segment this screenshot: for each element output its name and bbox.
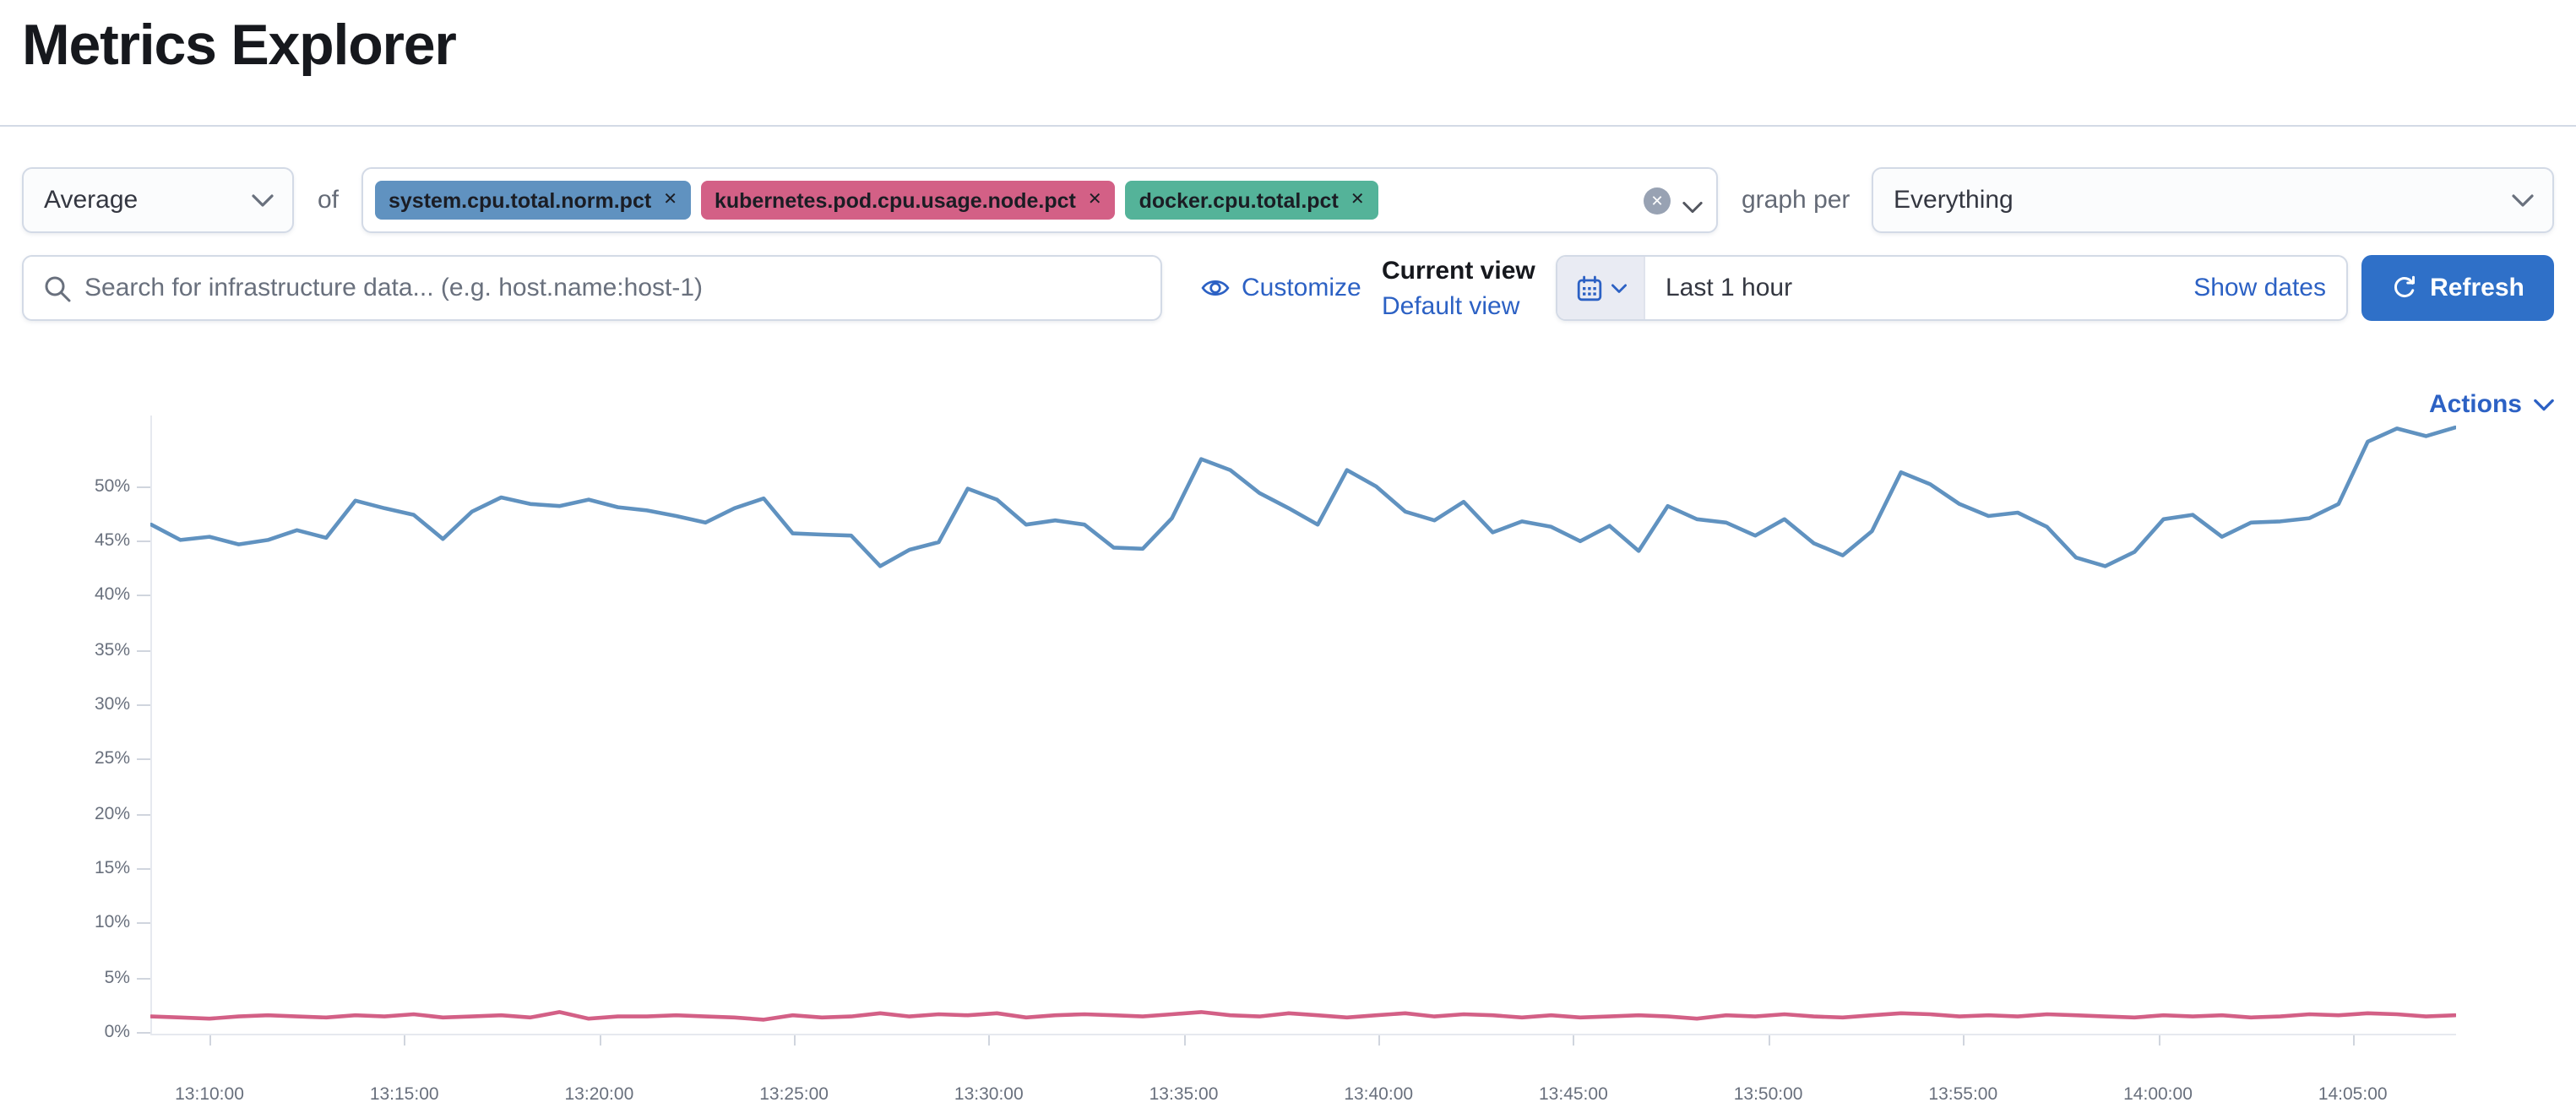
x-axis-label: 13:30:00	[954, 1084, 1024, 1104]
y-axis-tick	[137, 649, 150, 652]
show-dates-button[interactable]: Show dates	[2193, 274, 2326, 302]
time-range-value[interactable]: Last 1 hour	[1666, 274, 1793, 302]
x-axis-label: 13:25:00	[759, 1084, 829, 1104]
y-axis-tick	[137, 703, 150, 706]
y-axis-tick	[137, 922, 150, 925]
y-axis-tick	[137, 758, 150, 761]
x-axis-label: 13:15:00	[369, 1084, 439, 1104]
metric-pill[interactable]: system.cpu.total.norm.pct ✕	[375, 181, 691, 220]
refresh-label: Refresh	[2430, 274, 2524, 302]
current-view-label: Current view	[1382, 257, 1535, 285]
default-view-link[interactable]: Default view	[1382, 292, 1520, 321]
y-axis-tick	[137, 867, 150, 870]
x-axis-label: 13:55:00	[1928, 1084, 1998, 1104]
chevron-down-icon[interactable]	[1682, 193, 1703, 223]
actions-label: Actions	[2428, 390, 2522, 419]
y-axis-tick	[137, 486, 150, 487]
search-icon	[44, 275, 71, 311]
chevron-down-icon	[2534, 398, 2554, 411]
y-axis-label: 5%	[104, 967, 130, 988]
series-line-kubernetes.pod.cpu.usage.node.pct	[150, 1010, 2456, 1022]
x-axis-label: 14:00:00	[2123, 1084, 2193, 1104]
clear-metrics-icon[interactable]: ✕	[1644, 187, 1671, 215]
refresh-button[interactable]: Refresh	[2361, 255, 2554, 321]
y-axis-tick	[137, 813, 150, 816]
y-axis-label: 10%	[94, 912, 130, 933]
y-axis-label: 20%	[94, 803, 130, 824]
metrics-combo-box[interactable]: system.cpu.total.norm.pct ✕ kubernetes.pod…	[361, 167, 1718, 233]
x-axis-label: 13:10:00	[175, 1084, 244, 1104]
of-label: of	[318, 186, 340, 215]
x-axis-label: 13:20:00	[564, 1084, 634, 1104]
chevron-down-icon	[2512, 193, 2534, 207]
x-axis-label: 13:40:00	[1344, 1084, 1414, 1104]
time-range-picker: Last 1 hour Show dates	[1556, 255, 2348, 321]
remove-metric-icon[interactable]: ✕	[1087, 191, 1102, 209]
chart-plot-area[interactable]	[150, 416, 2456, 1036]
x-axis-label: 13:45:00	[1539, 1084, 1608, 1104]
header-divider	[0, 125, 2576, 127]
metric-pill-label: kubernetes.pod.cpu.usage.node.pct	[714, 188, 1076, 212]
eye-icon	[1201, 274, 1230, 302]
group-by-select[interactable]: Everything	[1872, 167, 2554, 233]
x-axis-label: 13:50:00	[1733, 1084, 1803, 1104]
metric-pill[interactable]: docker.cpu.total.pct ✕	[1125, 181, 1378, 220]
aggregation-select-value: Average	[44, 186, 139, 215]
y-axis-tick	[137, 1032, 150, 1034]
y-axis-tick	[137, 977, 150, 980]
x-axis-label: 13:35:00	[1149, 1084, 1219, 1104]
aggregation-select[interactable]: Average	[22, 167, 294, 233]
page-title: Metrics Explorer	[22, 14, 457, 78]
y-axis-label: 50%	[94, 475, 130, 496]
x-axis-label: 14:05:00	[2318, 1084, 2388, 1104]
y-axis-label: 30%	[94, 693, 130, 714]
series-line-system.cpu.total.norm.pct	[150, 425, 2456, 568]
y-axis-label: 25%	[94, 748, 130, 769]
metric-pill-list: system.cpu.total.norm.pct ✕ kubernetes.pod…	[363, 181, 1378, 220]
search-input[interactable]	[24, 257, 1160, 319]
y-axis-label: 35%	[94, 639, 130, 660]
customize-label: Customize	[1242, 274, 1361, 302]
view-switcher: Current view Default view	[1382, 253, 1568, 326]
chevron-down-icon	[252, 193, 274, 207]
refresh-icon	[2391, 275, 2416, 301]
y-axis-label: 45%	[94, 530, 130, 551]
metric-pill[interactable]: kubernetes.pod.cpu.usage.node.pct ✕	[700, 181, 1116, 220]
y-axis-label: 15%	[94, 857, 130, 878]
actions-menu-button[interactable]: Actions	[2429, 390, 2554, 419]
search-box	[22, 255, 1162, 321]
calendar-menu-button[interactable]	[1557, 257, 1645, 319]
metric-pill-label: docker.cpu.total.pct	[1139, 188, 1339, 212]
calendar-icon	[1575, 274, 1602, 301]
y-axis-label: 40%	[94, 584, 130, 606]
chevron-down-icon	[1611, 283, 1626, 293]
metric-pill-label: system.cpu.total.norm.pct	[389, 188, 652, 212]
group-by-select-value: Everything	[1894, 186, 2014, 215]
remove-metric-icon[interactable]: ✕	[663, 191, 677, 209]
y-axis-tick	[137, 540, 150, 542]
graph-per-label: graph per	[1742, 186, 1850, 215]
y-axis-label: 0%	[104, 1022, 130, 1042]
remove-metric-icon[interactable]: ✕	[1350, 191, 1365, 209]
customize-button[interactable]: Customize	[1201, 255, 1361, 321]
y-axis-tick	[137, 595, 150, 597]
